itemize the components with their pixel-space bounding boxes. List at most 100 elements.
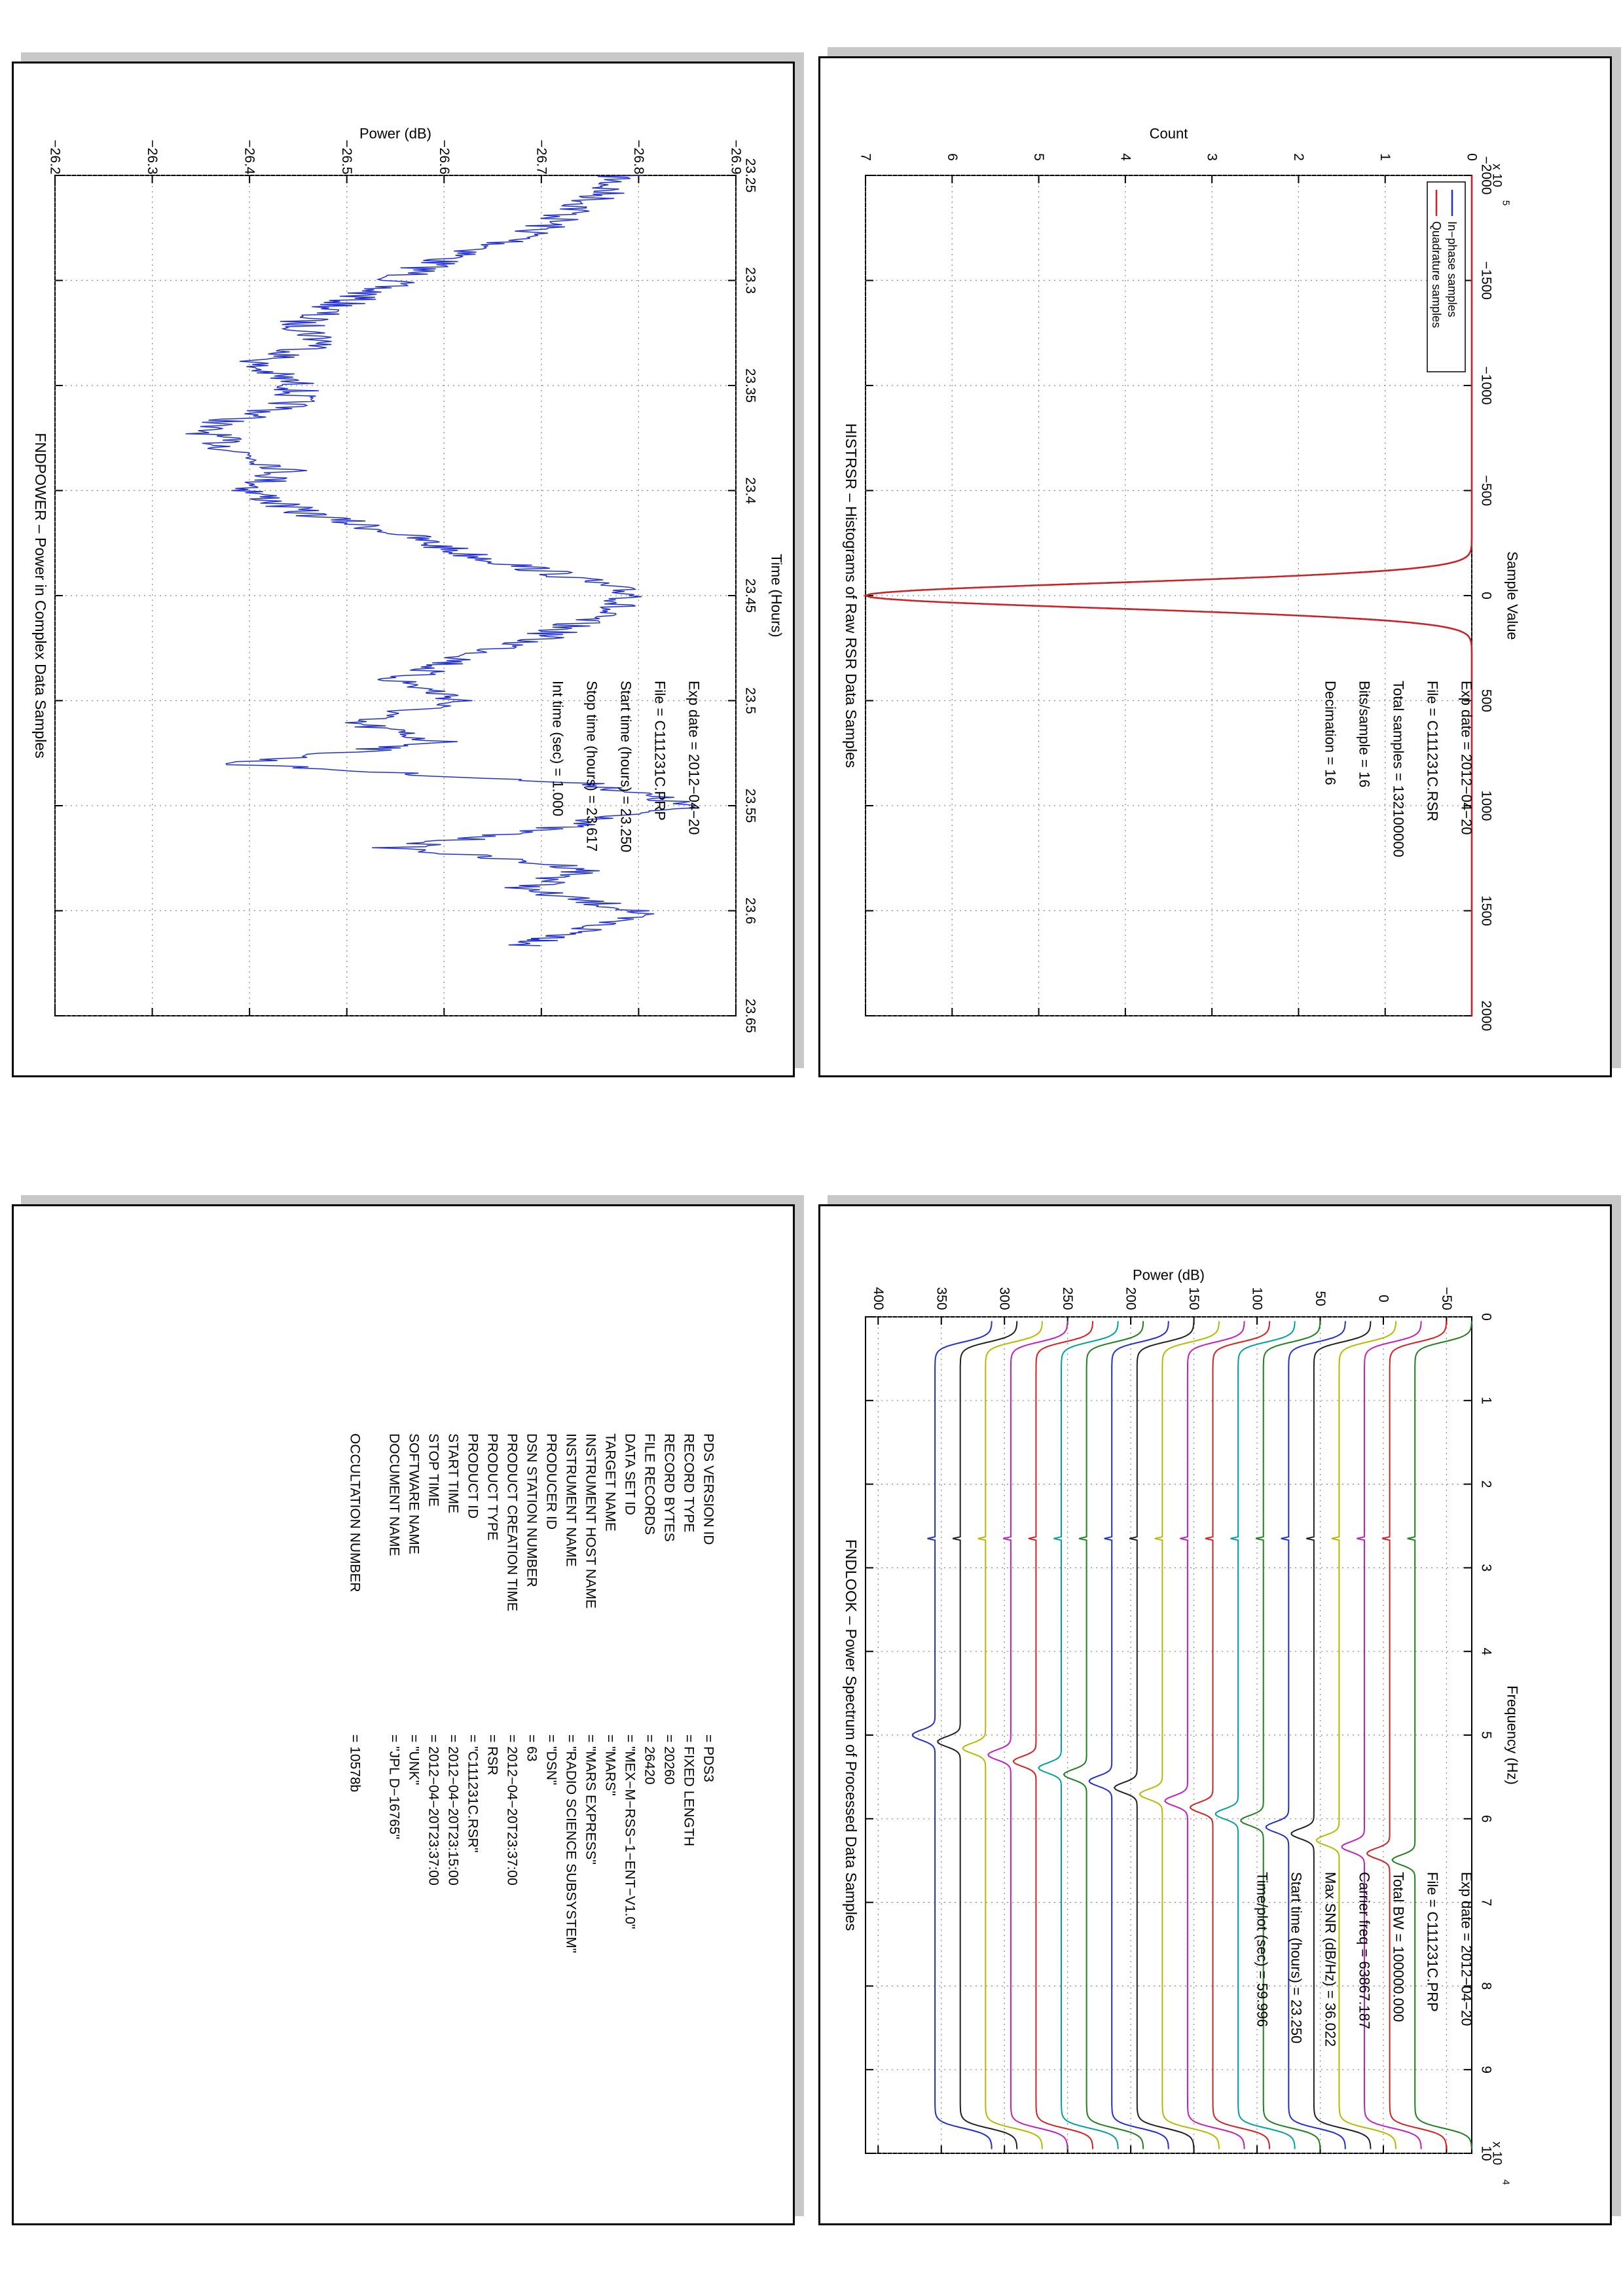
fndpower-series <box>185 175 697 946</box>
histrsr-xtick-label: −2000 <box>1479 156 1494 195</box>
fndlook-trace-18 <box>1366 1321 1448 2149</box>
fndpower-plot: 23.25 23.3 23.35 23.4 23.45 23.5 23.55 23.6 23.6… <box>32 126 785 1033</box>
histrsr-xtick-label: 1500 <box>1479 895 1494 926</box>
fndpower-ytick-label: −26.4 <box>242 139 257 174</box>
fndlook-ytick-label: 300 <box>997 1287 1012 1310</box>
label-value: = 20260 <box>662 1734 677 1785</box>
fndpower-xtick-label: 23.3 <box>743 267 758 294</box>
fndlook-ytick-label: 150 <box>1186 1287 1201 1310</box>
fndpower-xtick-label: 23.65 <box>743 999 758 1033</box>
fndlook-annotation: Total BW = 100000.000 <box>1391 1872 1407 2022</box>
label-key: STOP TIME <box>426 1433 441 1507</box>
histrsr-annotation: Exp date = 2012−04−20 <box>1459 681 1475 835</box>
histrsr-annotation: File = C111231C.RSR <box>1425 681 1441 821</box>
histrsr-xtick-label: −500 <box>1479 475 1494 506</box>
label-value: = RSR <box>485 1734 500 1775</box>
fndlook-annotation: Exp date = 2012−04−20 <box>1459 1872 1475 2026</box>
histrsr-ytick-label: 6 <box>945 153 960 161</box>
fndlook-x-multiplier: x 10 <box>1490 2142 1504 2165</box>
histrsr-y-exponent: 5 <box>1501 200 1512 206</box>
fndpower-xtick-label: 23.5 <box>743 687 758 714</box>
fndpower-xtick-label: 23.4 <box>743 477 758 504</box>
label-key: PRODUCT ID <box>465 1433 481 1518</box>
histrsr-ytick-label: 5 <box>1031 153 1046 161</box>
fndpower-ytick-label: −26.5 <box>339 139 354 174</box>
fndpower-xtick-label: 23.35 <box>743 368 758 403</box>
label-table: PDS VERSION ID RECORD TYPE RECORD BYTES FIL… <box>348 1433 716 1953</box>
label-value: = 2012−04−20T23:37:00 <box>505 1734 520 1886</box>
fndlook-trace-2 <box>962 1321 1043 2149</box>
label-key: FILE RECORDS <box>642 1433 657 1535</box>
fndlook-trace-3 <box>987 1321 1068 2149</box>
fndpower-ylabel: Power (dB) <box>359 126 431 142</box>
label-value: = FIXED LENGTH <box>682 1734 697 1846</box>
fndlook-xtick-label: 4 <box>1479 1647 1494 1655</box>
label-key: PRODUCT CREATION TIME <box>505 1433 520 1611</box>
fndlook-xtick-label: 7 <box>1479 1899 1494 1907</box>
fndlook-xtick-label: 0 <box>1479 1313 1494 1321</box>
fndlook-ytick-label: 100 <box>1250 1287 1265 1310</box>
histrsr-xtick-label: −1500 <box>1479 261 1494 300</box>
fndlook-trace-0 <box>911 1321 993 2149</box>
label-key: PRODUCT TYPE <box>485 1433 500 1541</box>
label-value: = 26420 <box>642 1734 657 1785</box>
label-value: = "UNK" <box>407 1734 422 1785</box>
histrsr-ytick-label: 0 <box>1465 153 1480 161</box>
fndpower-annotation: Int time (sec) = 1.000 <box>550 681 566 816</box>
histrsr-legend-label: Quadrature samples <box>1430 221 1443 328</box>
fndlook-xtick-label: 6 <box>1479 1815 1494 1823</box>
fndlook-trace-16 <box>1315 1321 1397 2149</box>
fndpower-ytick-label: −26.7 <box>534 139 549 174</box>
histrsr-xtick-label: 0 <box>1479 592 1494 600</box>
fndlook-annotation: Max SNR (dB/Hz) = 36.022 <box>1322 1872 1339 2047</box>
histrsr-xtick-label: 1000 <box>1479 791 1494 821</box>
fndlook-trace-4 <box>1012 1321 1094 2149</box>
label-value: = 2012−04−20T23:15:00 <box>446 1734 461 1886</box>
fndlook-trace-11 <box>1189 1321 1271 2149</box>
label-key: SOFTWARE NAME <box>407 1433 422 1554</box>
fndlook-trace-19 <box>1391 1321 1472 2149</box>
histrsr-title: HISTRSR – Histograms of Raw RSR Data Sam… <box>843 423 860 768</box>
fndlook-xtick-label: 1 <box>1479 1397 1494 1405</box>
fndpower-annotation: File = C111231C.PRP <box>652 681 668 821</box>
label-value: = "JPL D−16765" <box>387 1734 402 1839</box>
label-value: = "DSN" <box>544 1734 559 1785</box>
fndlook-xtick-label: 2 <box>1479 1480 1494 1488</box>
fndlook-trace-6 <box>1063 1321 1144 2149</box>
histrsr-ytick-label: 7 <box>858 153 873 161</box>
fndlook-title: FNDLOOK – Power Spectrum of Processed Da… <box>843 1539 860 1931</box>
label-value: = "MARS" <box>603 1734 618 1796</box>
fndlook-ylabel: Power (dB) <box>1133 1267 1205 1283</box>
label-key: INSTRUMENT NAME <box>564 1433 579 1567</box>
fndpower-xtick-label: 23.25 <box>743 158 758 193</box>
fndpower-xtick-label: 23.6 <box>743 897 758 924</box>
fndlook-ytick-label: 400 <box>871 1287 886 1310</box>
fndlook-xtick-label: 5 <box>1479 1731 1494 1739</box>
fndlook-ytick-label: −50 <box>1439 1287 1454 1310</box>
fndlook-annotation: Carrier freq = 63867.187 <box>1357 1872 1373 2029</box>
histrsr-series-1 <box>863 175 1473 1016</box>
histrsr-ytick-label: 1 <box>1377 153 1393 161</box>
fndlook-trace-7 <box>1088 1321 1169 2149</box>
fndpower-xlabel: Time (Hours) <box>769 554 785 637</box>
label-panel <box>12 1195 804 2225</box>
label-key: DATA SET ID <box>623 1433 638 1515</box>
fndlook-trace-14 <box>1266 1321 1346 2149</box>
fndlook-trace-10 <box>1164 1321 1245 2149</box>
fndpower-ytick-label: −26.8 <box>631 139 646 174</box>
fndlook-trace-15 <box>1290 1321 1372 2149</box>
histrsr-plot: −2000 −1500 −1000 −500 0 500 1000 1500 2000 0 1 2 3 4… <box>843 126 1521 1031</box>
histrsr-ytick-label: 4 <box>1118 153 1133 161</box>
fndpower-ytick-label: −26.6 <box>437 139 452 174</box>
label-key: DOCUMENT NAME <box>387 1433 402 1556</box>
histrsr-xlabel: Sample Value <box>1504 551 1521 639</box>
fndlook-trace-13 <box>1240 1321 1321 2149</box>
label-value: = "RADIO SCIENCE SUBSYSTEM" <box>564 1734 579 1953</box>
histrsr-ytick-label: 3 <box>1205 153 1220 161</box>
fndlook-plot: 0 1 2 3 4 5 6 7 8 9 10 −50 0 50 100 150 200 250 300 350 400 F… <box>843 1267 1521 2185</box>
fndlook-ytick-label: 50 <box>1313 1291 1328 1306</box>
fndpower-ytick-label: −26.2 <box>48 139 63 174</box>
label-key: INSTRUMENT HOST NAME <box>583 1433 598 1609</box>
label-key: RECORD TYPE <box>682 1433 697 1532</box>
histrsr-axes <box>865 175 1472 1016</box>
